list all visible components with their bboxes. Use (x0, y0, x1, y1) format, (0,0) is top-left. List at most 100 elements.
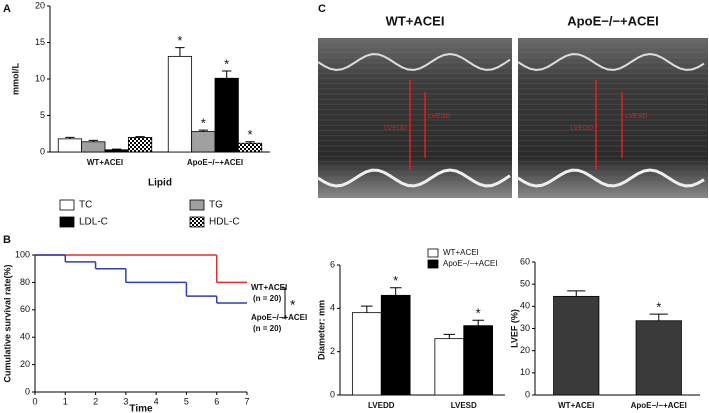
bar (214, 77, 239, 153)
significance-label: * (177, 33, 182, 48)
error-bar (112, 148, 122, 150)
wall-trace (317, 52, 511, 71)
panel-letter: C (318, 3, 326, 15)
error-bar (88, 139, 98, 142)
legend-swatch (189, 216, 205, 228)
y-tick-label: 6 (330, 259, 335, 269)
y-tick-label: 2 (330, 346, 335, 356)
legend-label: WT+ACEI (443, 248, 479, 257)
series-n: (n = 20) (253, 324, 282, 333)
y-tick-label: 60 (20, 304, 30, 314)
error-bar (472, 319, 484, 326)
bar (553, 295, 600, 396)
bar (81, 141, 106, 153)
x-tick-label: LVEDD (368, 401, 395, 410)
y-tick-label: 15 (35, 37, 45, 47)
error-bar (135, 136, 145, 138)
y-tick-label: 60 (520, 256, 530, 266)
x-tick-label: 7 (244, 396, 249, 406)
bar (434, 338, 465, 396)
panel-letter: B (3, 234, 11, 246)
measure-label: LVESD (428, 113, 450, 120)
error-bar (649, 313, 668, 321)
x-tick-label: ApoE−/−+ACEI (187, 158, 243, 167)
x-tick-label: 0 (32, 396, 37, 406)
echo-image (318, 38, 512, 198)
y-tick-label: 0 (25, 386, 30, 396)
x-axis-label: Time (129, 404, 153, 413)
legend-swatch (189, 199, 205, 211)
legend-swatch (59, 216, 75, 228)
wall-trace (517, 52, 705, 71)
image-title: WT+ACEI (386, 13, 445, 28)
significance-label: * (290, 297, 296, 313)
y-tick-label: 30 (520, 323, 530, 333)
y-tick-label: 0 (330, 389, 335, 399)
y-tick-label: 40 (520, 301, 530, 311)
legend-label: ApoE−/−+ACEI (443, 259, 497, 268)
bar (191, 131, 216, 153)
error-bar (65, 136, 75, 139)
y-tick-label: 20 (35, 0, 45, 10)
error-bar (175, 47, 185, 57)
significance-label: * (248, 127, 253, 142)
bar (104, 149, 129, 153)
x-tick-label: 6 (214, 396, 219, 406)
y-tick-label: 5 (40, 110, 45, 120)
error-bar (361, 305, 373, 313)
significance-label: * (201, 116, 206, 131)
series-label: ApoE−/−+ACEI (251, 313, 307, 322)
y-tick-label: 80 (20, 277, 30, 287)
series-n: (n = 20) (253, 294, 282, 303)
wall-trace (517, 168, 705, 188)
measure-label: LVEDD (570, 125, 593, 132)
measure-label: LVESD (625, 113, 647, 120)
y-tick-label: 20 (520, 345, 530, 355)
x-tick-label: 3 (123, 396, 128, 406)
y-axis-label: LVEF (%) (509, 309, 519, 348)
x-tick-label: WT+ACEI (558, 401, 594, 410)
legend-swatch (427, 259, 439, 269)
y-tick-label: 0 (525, 389, 530, 399)
legend-label: HDL-C (209, 217, 240, 228)
y-tick-label: 50 (520, 279, 530, 289)
series-label: WT+ACEI (251, 283, 287, 292)
x-tick-label: 2 (93, 396, 98, 406)
y-axis-label: Diameter: mm (316, 300, 326, 360)
bar (463, 325, 494, 396)
y-axis-label: mmol/L (10, 63, 20, 96)
bar (351, 312, 382, 396)
y-tick-label: 20 (20, 359, 30, 369)
significance-label: * (656, 300, 661, 315)
y-tick-label: 100 (15, 249, 30, 259)
y-tick-label: 10 (35, 73, 45, 83)
x-tick-label: ApoE−/−+ACEI (631, 401, 687, 410)
error-bar (389, 287, 402, 296)
echo-image (518, 38, 708, 198)
legend-label: TG (209, 200, 223, 211)
bar (635, 320, 682, 396)
x-tick-label: 1 (63, 396, 68, 406)
bracket (282, 287, 286, 319)
x-tick-label: 5 (184, 396, 189, 406)
x-axis-label: Lipid (148, 178, 172, 189)
x-tick-label: 4 (154, 396, 159, 406)
error-bar (567, 290, 586, 297)
significance-label: * (476, 306, 481, 321)
bar (127, 136, 153, 153)
error-bar (198, 129, 208, 132)
bar (57, 138, 83, 153)
legend-label: LDL-C (79, 217, 108, 228)
y-tick-label: 10 (520, 367, 530, 377)
wall-trace (317, 168, 511, 188)
x-tick-label: LVESD (451, 401, 477, 410)
panel-letter: A (3, 3, 11, 15)
y-tick-label: 4 (330, 303, 335, 313)
error-bar (245, 141, 255, 144)
y-tick-label: 0 (40, 146, 45, 156)
error-bar (222, 70, 232, 79)
significance-label: * (224, 56, 229, 71)
measure-label: LVEDD (384, 125, 407, 132)
bar (380, 294, 411, 396)
